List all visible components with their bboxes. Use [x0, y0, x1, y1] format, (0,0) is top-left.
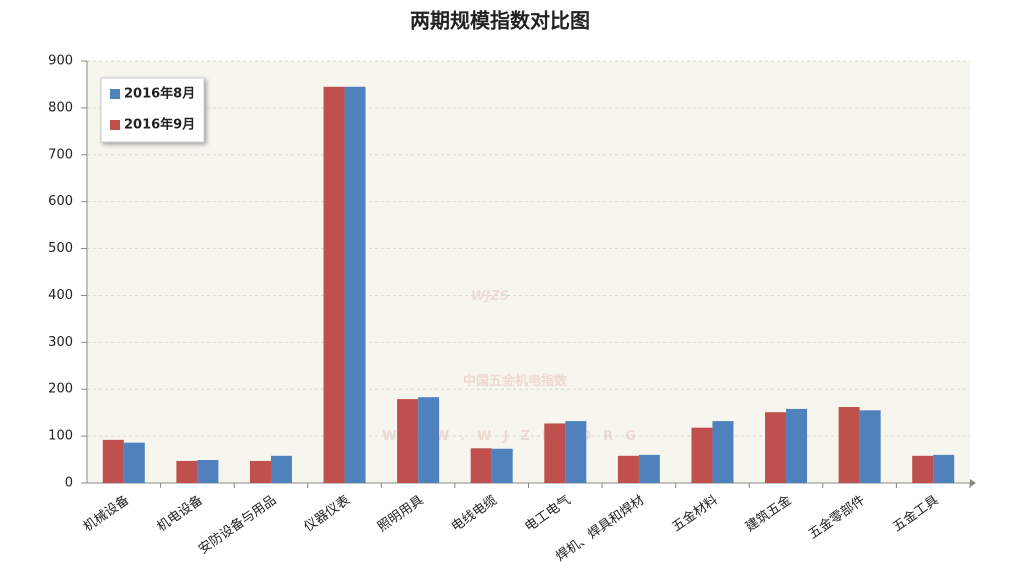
- bar: [912, 455, 934, 483]
- x-axis-arrow: [970, 479, 976, 487]
- bar: [418, 397, 440, 483]
- x-tick-label: 五金材料: [669, 492, 721, 535]
- bar: [565, 421, 587, 483]
- bar: [470, 448, 492, 483]
- bar: [344, 86, 366, 484]
- bar: [176, 460, 198, 483]
- bar: [691, 427, 713, 483]
- y-tick-label: 600: [48, 194, 73, 209]
- legend-swatch: [110, 120, 120, 130]
- legend-label: 2016年9月: [124, 117, 195, 133]
- x-tick-label: 安防设备与用品: [196, 492, 280, 557]
- chart-title: 两期规模指数对比图: [410, 9, 590, 33]
- y-tick-label: 700: [48, 147, 73, 162]
- legend-swatch: [110, 89, 120, 99]
- watermark-text: 中国五金机电指数: [463, 373, 568, 389]
- bar: [323, 86, 345, 484]
- x-tick-label: 五金工具: [890, 492, 942, 535]
- x-tick-label: 电线电缆: [448, 492, 500, 535]
- plot-area: [87, 61, 970, 483]
- bar: [638, 454, 660, 483]
- bar: [786, 408, 808, 483]
- y-tick-label: 400: [48, 288, 73, 303]
- bar: [270, 455, 292, 483]
- bar: [933, 454, 955, 483]
- bar: [712, 421, 734, 483]
- bar: [123, 442, 145, 483]
- y-tick-label: 900: [48, 54, 73, 69]
- bar: [617, 455, 639, 483]
- x-tick-label: 机械设备: [80, 492, 132, 535]
- y-tick-label: 800: [48, 100, 73, 115]
- legend-box: [100, 77, 205, 143]
- x-tick-label: 照明用具: [375, 493, 426, 535]
- x-tick-label: 电工电气: [522, 492, 574, 535]
- bar: [838, 407, 860, 483]
- y-tick-label: 300: [48, 335, 73, 350]
- bar: [397, 399, 419, 483]
- bar: [544, 423, 566, 483]
- bar: [197, 460, 219, 483]
- legend-label: 2016年8月: [124, 86, 195, 102]
- x-tick-label: 建筑五金: [743, 492, 795, 535]
- x-tick-label: 机电设备: [154, 492, 206, 535]
- bar: [491, 448, 513, 483]
- bar: [859, 410, 881, 483]
- bar: [249, 460, 271, 483]
- y-tick-label: 500: [48, 241, 73, 256]
- x-tick-label: 五金零部件: [805, 492, 867, 542]
- bar: [765, 412, 787, 483]
- y-tick-label: 100: [48, 429, 73, 444]
- bar: [102, 439, 124, 483]
- x-tick-label: 仪器仪表: [302, 493, 353, 535]
- y-tick-label: 200: [48, 382, 73, 397]
- watermark-logo: WJZS: [471, 289, 509, 304]
- y-tick-label: 0: [65, 476, 73, 491]
